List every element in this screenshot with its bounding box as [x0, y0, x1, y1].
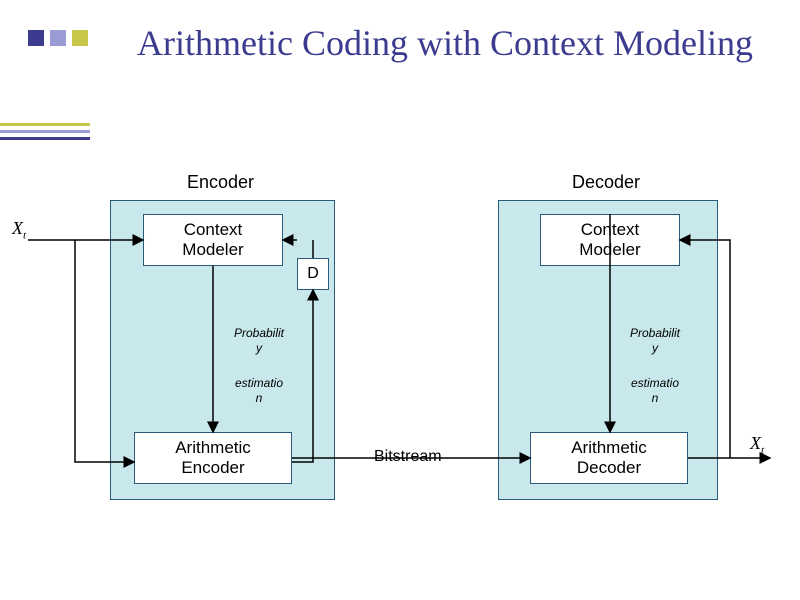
bitstream-label: Bitstream [374, 448, 442, 466]
accent-square-1 [28, 30, 44, 46]
diagram-area: Encoder Decoder ContextModeler Arithmeti… [0, 150, 800, 580]
decoder-label: Decoder [572, 172, 640, 193]
enc-est-label: estimatio n [224, 376, 294, 406]
enc-context-modeler: ContextModeler [143, 214, 283, 266]
node-text: ArithmeticEncoder [175, 438, 251, 477]
enc-prob-label: Probabilit y [224, 326, 294, 356]
output-xt: Xt [750, 433, 764, 457]
accent-line-1 [0, 123, 90, 126]
accent-square-2 [50, 30, 66, 46]
delay-node: D [297, 258, 329, 290]
dec-prob-label: Probabilit y [620, 326, 690, 356]
node-text: ContextModeler [182, 220, 243, 259]
input-xt: Xt [12, 218, 26, 242]
node-text: ContextModeler [579, 220, 640, 259]
node-text: ArithmeticDecoder [571, 438, 647, 477]
dec-arithmetic-decoder: ArithmeticDecoder [530, 432, 688, 484]
dec-est-label: estimatio n [620, 376, 690, 406]
accent-line-3 [0, 137, 90, 140]
encoder-label: Encoder [187, 172, 254, 193]
accent-line-2 [0, 130, 90, 133]
enc-arithmetic-encoder: ArithmeticEncoder [134, 432, 292, 484]
accent-square-3 [72, 30, 88, 46]
dec-context-modeler: ContextModeler [540, 214, 680, 266]
slide-title: Arithmetic Coding with Context Modeling [110, 20, 780, 67]
node-text: D [307, 265, 319, 283]
